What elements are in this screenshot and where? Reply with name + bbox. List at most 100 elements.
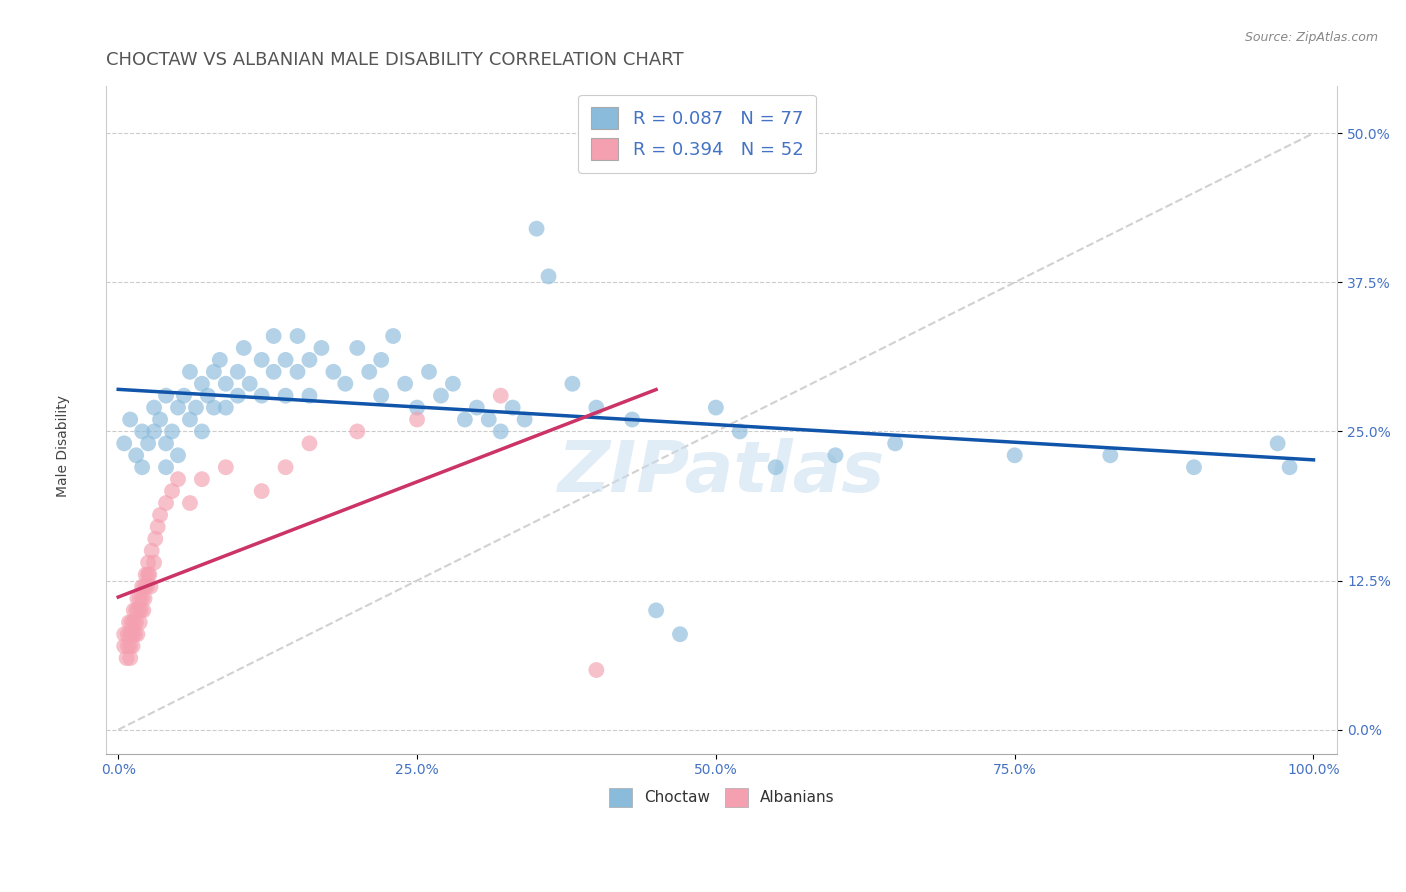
Point xyxy=(134,591,156,606)
Point xyxy=(173,389,195,403)
Point xyxy=(117,639,139,653)
Point xyxy=(136,567,159,582)
Point xyxy=(406,401,429,415)
Point xyxy=(1182,460,1205,475)
Point xyxy=(167,401,190,415)
Point xyxy=(208,352,231,367)
Point xyxy=(824,448,846,462)
Point xyxy=(127,627,149,641)
Point xyxy=(179,496,201,510)
Point xyxy=(263,365,285,379)
Point xyxy=(621,412,644,426)
Text: CHOCTAW VS ALBANIAN MALE DISABILITY CORRELATION CHART: CHOCTAW VS ALBANIAN MALE DISABILITY CORR… xyxy=(107,51,683,69)
Point xyxy=(704,401,727,415)
Point xyxy=(250,389,273,403)
Point xyxy=(454,412,477,426)
Point xyxy=(167,448,190,462)
Legend: Choctaw, Albanians: Choctaw, Albanians xyxy=(603,781,841,813)
Point xyxy=(125,603,148,617)
Point xyxy=(167,472,190,486)
Point xyxy=(129,603,152,617)
Point xyxy=(131,460,153,475)
Point xyxy=(765,460,787,475)
Point xyxy=(232,341,254,355)
Point xyxy=(884,436,907,450)
Point xyxy=(179,412,201,426)
Point xyxy=(311,341,333,355)
Point xyxy=(526,221,548,235)
Point xyxy=(112,627,135,641)
Text: ZIPatlas: ZIPatlas xyxy=(558,439,886,508)
Point xyxy=(155,460,177,475)
Text: Male Disability: Male Disability xyxy=(56,395,70,497)
Point xyxy=(127,591,149,606)
Point xyxy=(131,591,153,606)
Point xyxy=(382,329,405,343)
Point xyxy=(143,532,166,546)
Point xyxy=(146,520,169,534)
Point xyxy=(478,412,501,426)
Point xyxy=(136,436,159,450)
Point xyxy=(335,376,357,391)
Point xyxy=(202,401,225,415)
Point xyxy=(122,615,145,630)
Point xyxy=(120,651,142,665)
Point xyxy=(120,627,142,641)
Point xyxy=(202,365,225,379)
Point xyxy=(430,389,453,403)
Point xyxy=(406,412,429,426)
Point xyxy=(465,401,488,415)
Point xyxy=(394,376,416,391)
Point xyxy=(179,365,201,379)
Point xyxy=(132,603,155,617)
Point xyxy=(117,627,139,641)
Point xyxy=(184,401,207,415)
Point xyxy=(143,425,166,439)
Point xyxy=(215,376,238,391)
Point xyxy=(121,627,143,641)
Point xyxy=(124,627,146,641)
Point xyxy=(359,365,381,379)
Point xyxy=(115,651,138,665)
Point xyxy=(1004,448,1026,462)
Point xyxy=(441,376,464,391)
Point xyxy=(263,329,285,343)
Point xyxy=(489,389,512,403)
Point xyxy=(160,484,183,499)
Point xyxy=(585,663,607,677)
Point xyxy=(298,352,321,367)
Point xyxy=(728,425,751,439)
Point xyxy=(1267,436,1289,450)
Point xyxy=(250,484,273,499)
Point xyxy=(139,580,162,594)
Point xyxy=(131,425,153,439)
Point xyxy=(287,365,309,379)
Text: Source: ZipAtlas.com: Source: ZipAtlas.com xyxy=(1244,31,1378,45)
Point xyxy=(155,389,177,403)
Point xyxy=(191,472,214,486)
Point xyxy=(346,425,368,439)
Point xyxy=(1278,460,1301,475)
Point xyxy=(561,376,583,391)
Point xyxy=(585,401,607,415)
Point xyxy=(135,580,157,594)
Point xyxy=(125,448,148,462)
Point xyxy=(120,412,142,426)
Point xyxy=(128,591,150,606)
Point xyxy=(143,401,166,415)
Point xyxy=(322,365,344,379)
Point xyxy=(418,365,440,379)
Point xyxy=(138,567,160,582)
Point xyxy=(120,615,142,630)
Point xyxy=(239,376,262,391)
Point xyxy=(122,603,145,617)
Point xyxy=(131,580,153,594)
Point xyxy=(155,436,177,450)
Point xyxy=(645,603,668,617)
Point xyxy=(502,401,524,415)
Point xyxy=(191,425,214,439)
Point xyxy=(370,389,392,403)
Point xyxy=(250,352,273,367)
Point xyxy=(197,389,219,403)
Point xyxy=(489,425,512,439)
